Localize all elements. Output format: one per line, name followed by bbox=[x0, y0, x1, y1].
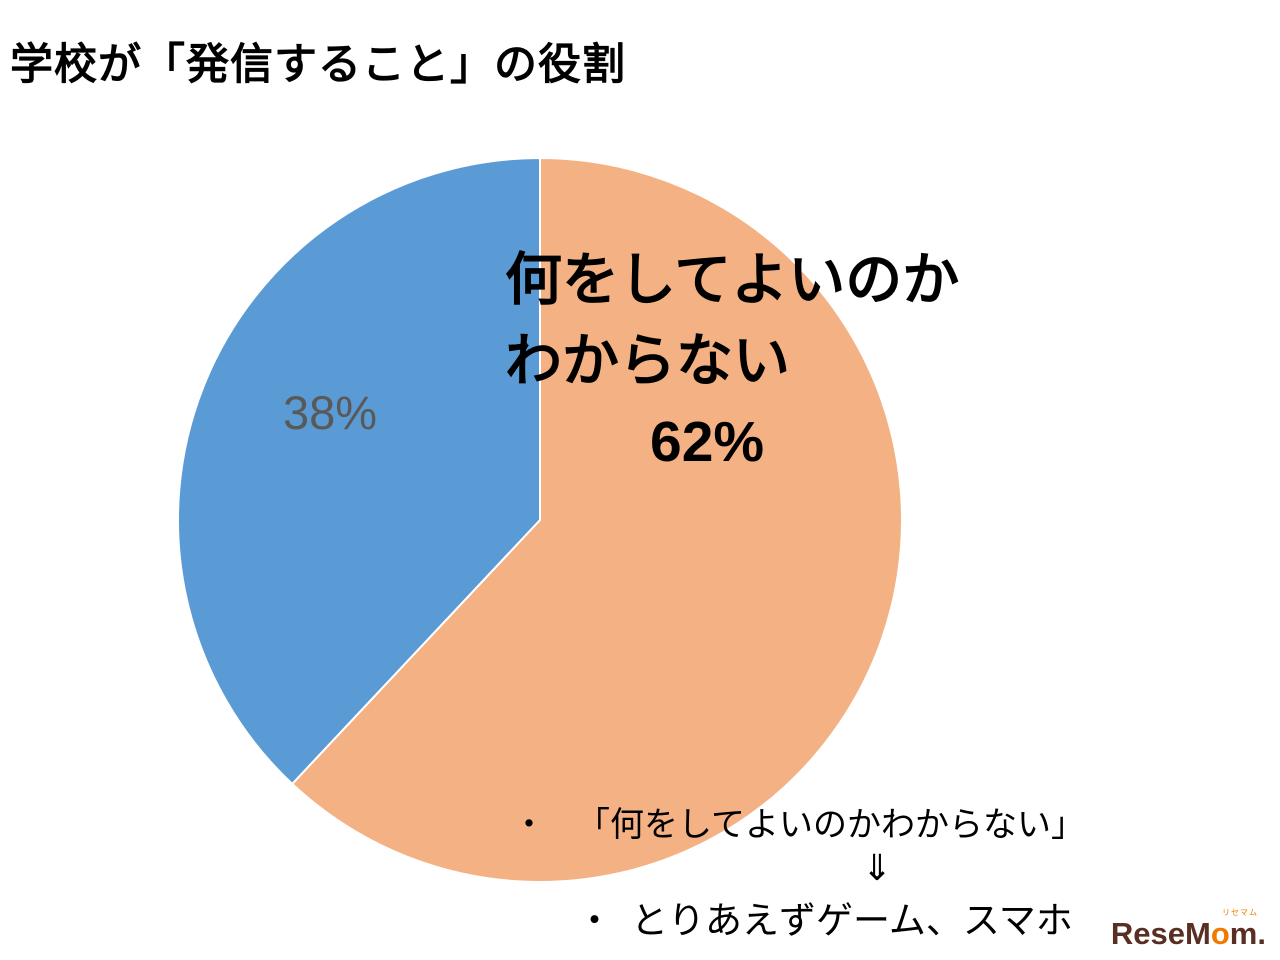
pie-label-line2: わからない bbox=[505, 328, 790, 393]
bullet-marker: ・ bbox=[576, 900, 613, 941]
page-title: 学校が「発信すること」の役割 bbox=[10, 41, 626, 89]
annotation-bullet-2: ・ とりあえずゲーム、スマホ bbox=[576, 890, 1202, 944]
pie-chart bbox=[175, 155, 905, 885]
pie-slice bbox=[291, 157, 903, 883]
annotation-bullet-1: ・ 「何をしてよいのかわからない」 bbox=[512, 797, 1202, 846]
annotation-block: ・ 「何をしてよいのかわからない」 ⇓ ・ とりあえずゲーム、スマホ bbox=[512, 797, 1202, 944]
pie-label-62-block: 何をしてよいのか わからない 62% bbox=[505, 240, 959, 483]
resemom-logo-suffix: m bbox=[1229, 916, 1258, 951]
resemom-logo: リセマム ReseMom. bbox=[1110, 908, 1266, 952]
resemom-logo-o: o bbox=[1210, 916, 1230, 951]
bullet-marker: ・ bbox=[512, 806, 546, 844]
pie-label-38-percent: 38% bbox=[283, 386, 378, 439]
resemom-logo-ruby: リセマム bbox=[1222, 908, 1258, 917]
annotation-bullet-2-text: とりあえずゲーム、スマホ bbox=[631, 900, 1073, 941]
resemom-logo-period: . bbox=[1257, 916, 1266, 951]
pie-slice bbox=[177, 157, 541, 785]
down-double-arrow-icon: ⇓ bbox=[862, 847, 893, 888]
pie-label-line1: 何をしてよいのか bbox=[505, 248, 960, 312]
pie-svg bbox=[177, 157, 903, 883]
annotation-bullet-1-text: 「何をしてよいのかわからない」 bbox=[576, 806, 1085, 844]
resemom-logo-text: ReseM bbox=[1110, 916, 1211, 951]
pie-label-62-percent: 62% bbox=[650, 409, 765, 474]
